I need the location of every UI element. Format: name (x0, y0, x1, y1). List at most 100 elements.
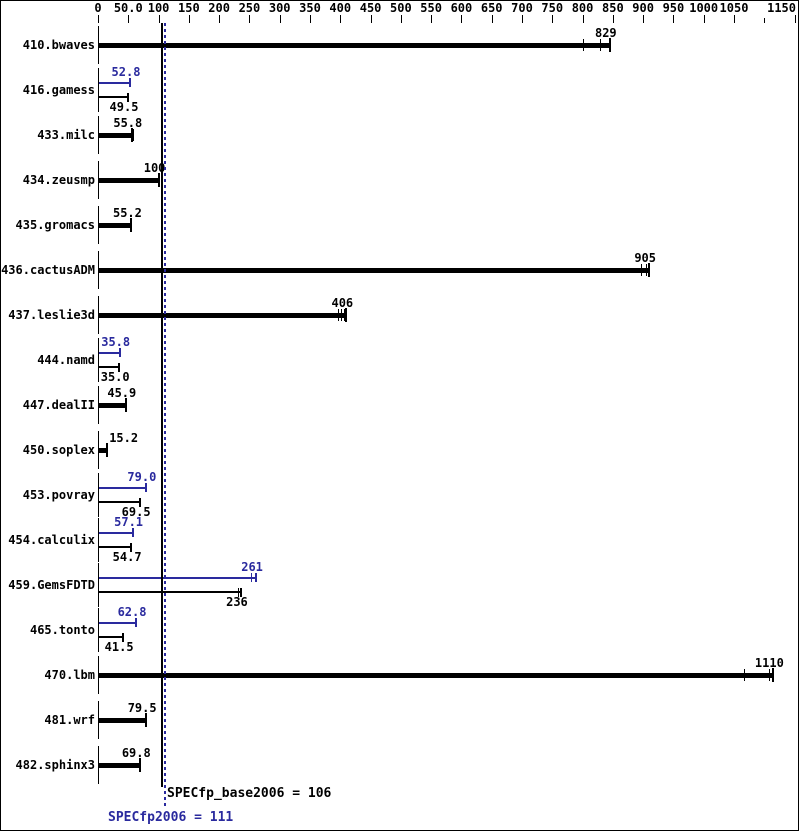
run-mark (600, 39, 601, 51)
axis-tick-label: 700 (511, 1, 533, 15)
bar-value-label: 236 (226, 595, 248, 609)
bar-value-label: 55.2 (112, 206, 142, 220)
baseline-tick (98, 161, 99, 199)
base-bar (99, 178, 159, 183)
axis-tick (371, 15, 372, 23)
baseline-tick (98, 116, 99, 154)
bar-value-label: 55.8 (113, 116, 143, 130)
axis-tick (492, 15, 493, 23)
axis-tick (98, 15, 99, 23)
base-bar (99, 501, 141, 503)
bar-end-cap (122, 633, 125, 642)
axis-tick-label: 1050 (719, 1, 749, 15)
axis-tick-label: 650 (480, 1, 503, 15)
bar-end-cap (130, 543, 133, 552)
base-bar (99, 636, 124, 638)
bar-end-cap (139, 498, 142, 507)
run-mark (744, 669, 745, 681)
benchmark-name: 436.cactusADM (1, 263, 95, 277)
axis-tick (340, 15, 341, 23)
axis-tick-label: 600 (450, 1, 473, 15)
bar-value-label: 54.7 (112, 550, 142, 564)
benchmark-name: 465.tonto (29, 623, 95, 637)
bar-end-cap (239, 588, 242, 597)
benchmark-name: 482.sphinx3 (15, 758, 95, 772)
baseline-tick (98, 386, 99, 424)
bar-value-label: 35.0 (100, 370, 130, 384)
baseline-tick (98, 251, 99, 289)
baseline-tick (98, 656, 99, 694)
benchmark-name: 433.milc (37, 128, 95, 142)
bar-value-label: 52.8 (111, 65, 141, 79)
bar-end-cap (157, 173, 160, 187)
axis-tick-label: 1000 (689, 1, 719, 15)
benchmark-name: 454.calculix (8, 533, 95, 547)
bar-value-label: 79.5 (127, 701, 157, 715)
benchmark-name: 416.gamess (22, 83, 95, 97)
baseline-tick (98, 701, 99, 739)
run-mark (251, 573, 252, 582)
run-mark (641, 264, 642, 276)
axis-tick-label: 900 (632, 1, 654, 15)
base-bar (99, 313, 347, 318)
base-bar (99, 223, 132, 228)
baseline-tick (98, 431, 99, 469)
axis-tick-label: 800 (571, 1, 594, 15)
footer-base-label: SPECfp_base2006 = 106 (167, 786, 332, 801)
ref-line-peak (164, 23, 166, 807)
bar-value-label: 1110 (754, 656, 784, 670)
baseline-tick (98, 26, 99, 64)
axis-tick (280, 15, 281, 23)
run-mark (344, 309, 345, 321)
baseline-tick (98, 518, 99, 562)
benchmark-name: 450.soplex (22, 443, 95, 457)
base-bar (99, 133, 132, 138)
axis-tick (583, 15, 584, 23)
axis-tick (764, 18, 765, 23)
bar-end-cap (126, 93, 129, 102)
bar-value-label: 35.8 (101, 335, 131, 349)
footer-peak-label: SPECfp2006 = 111 (108, 810, 234, 825)
run-mark (238, 588, 239, 597)
bar-end-cap (118, 363, 121, 372)
run-mark (646, 264, 647, 276)
bar-value-label: 79.0 (127, 470, 157, 484)
bar-value-label: 406 (331, 296, 354, 310)
bar-end-cap (128, 78, 131, 87)
bar-value-label: 45.9 (107, 386, 137, 400)
bar-end-cap (130, 218, 133, 232)
axis-tick (613, 15, 614, 23)
base-bar (99, 43, 610, 48)
baseline-tick (98, 338, 99, 382)
benchmark-name: 459.GemsFDTD (8, 578, 95, 592)
peak-bar (99, 622, 137, 624)
baseline-tick (98, 608, 99, 652)
benchmark-name: 434.zeusmp (22, 173, 95, 187)
baseline-tick (98, 296, 99, 334)
run-mark (338, 309, 339, 321)
bar-end-cap (135, 618, 138, 627)
peak-bar (99, 577, 257, 579)
peak-bar (99, 532, 133, 534)
axis-tick (310, 15, 311, 23)
bar-value-label: 100 (143, 161, 166, 175)
axis-tick-label: 850 (602, 1, 624, 15)
bar-end-cap (648, 263, 651, 277)
axis-tick (734, 15, 735, 23)
bar-end-cap (144, 483, 147, 492)
axis-tick-label: 250 (238, 1, 261, 15)
base-bar (99, 718, 147, 723)
base-bar (99, 96, 128, 98)
ref-line-base (161, 23, 163, 787)
axis-tick (401, 15, 402, 23)
baseline-tick (98, 68, 99, 112)
bar-end-cap (106, 443, 109, 457)
bar-value-label: 62.8 (117, 605, 147, 619)
bar-value-label: 261 (241, 560, 263, 574)
axis-tick (189, 15, 190, 23)
axis-tick-label: 500 (390, 1, 412, 15)
axis-tick-label: 200 (208, 1, 230, 15)
bar-end-cap (145, 713, 148, 727)
peak-bar (99, 82, 130, 84)
